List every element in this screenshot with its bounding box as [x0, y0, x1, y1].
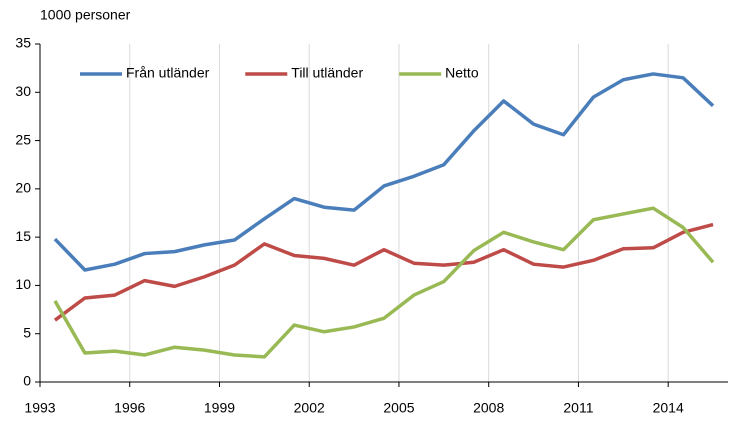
y-tick-label: 20	[15, 180, 31, 196]
x-tick-label: 2008	[473, 400, 504, 416]
legend-label: Till utländer	[291, 65, 363, 81]
x-tick-label: 1996	[114, 400, 145, 416]
x-tick-label: 2014	[653, 400, 684, 416]
x-tick-label: 1999	[204, 400, 235, 416]
series-line	[53, 206, 715, 359]
y-tick-label: 35	[15, 35, 31, 51]
y-tick-label: 0	[23, 373, 31, 389]
y-tick-label: 15	[15, 228, 31, 244]
y-tick-label: 10	[15, 276, 31, 292]
y-tick-label: 25	[15, 131, 31, 147]
series-line	[53, 72, 715, 272]
x-tick-label: 2011	[563, 400, 593, 416]
y-tick-label: 30	[15, 83, 31, 99]
y-axis-label: 1000 personer	[40, 7, 131, 23]
x-tick-label: 1993	[24, 400, 55, 416]
series-line	[53, 222, 714, 322]
legend-label: Från utländer	[126, 65, 210, 81]
x-tick-label: 2005	[383, 400, 414, 416]
legend-label: Netto	[445, 65, 479, 81]
x-tick-label: 2002	[294, 400, 325, 416]
y-tick-label: 5	[23, 324, 31, 340]
